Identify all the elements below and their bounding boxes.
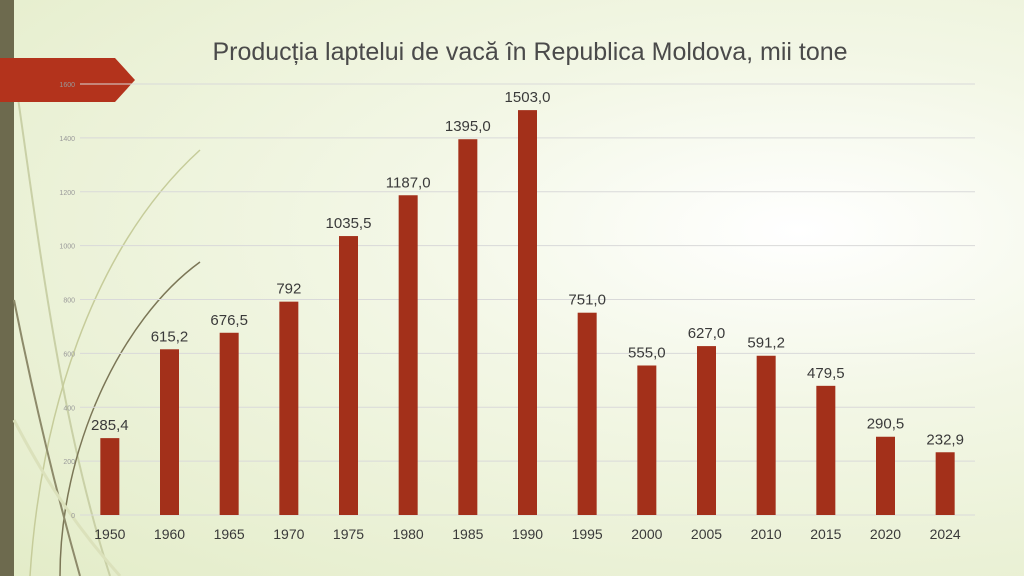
x-tick-label: 2015 [810, 526, 841, 542]
y-tick-label: 200 [63, 459, 75, 466]
bar [637, 365, 657, 515]
data-label: 232,9 [926, 431, 964, 448]
bar [339, 236, 358, 515]
y-tick-label: 1400 [59, 136, 75, 143]
y-tick-label: 1200 [59, 190, 75, 197]
data-label: 615,2 [151, 328, 189, 345]
x-tick-label: 2005 [691, 526, 722, 542]
bar [577, 312, 597, 515]
data-label: 792 [276, 281, 301, 298]
bar [219, 332, 239, 515]
y-tick-label: 400 [63, 405, 75, 412]
data-label: 555,0 [628, 344, 666, 361]
bar [697, 346, 716, 515]
x-tick-label: 1990 [512, 526, 543, 542]
data-label: 751,0 [568, 292, 606, 309]
bar [876, 436, 895, 515]
data-label: 479,5 [807, 365, 845, 382]
data-label: 1503,0 [505, 89, 551, 106]
data-label: 285,4 [91, 417, 129, 434]
x-tick-label: 1960 [154, 526, 185, 542]
data-label: 1035,5 [326, 215, 372, 232]
bar [458, 139, 478, 516]
x-tick-label: 2000 [631, 526, 662, 542]
bar [279, 301, 299, 515]
bar [756, 355, 776, 515]
y-tick-label: 1600 [59, 82, 75, 89]
x-tick-label: 1980 [393, 526, 424, 542]
x-tick-label: 1965 [214, 526, 245, 542]
slide-side-bar [0, 0, 14, 576]
data-label: 1187,0 [386, 174, 431, 191]
x-tick-label: 1985 [452, 526, 483, 542]
bar [518, 110, 537, 516]
x-tick-label: 2010 [751, 526, 782, 542]
data-label: 1395,0 [445, 118, 491, 135]
y-tick-label: 0 [71, 513, 75, 520]
x-tick-label: 2024 [930, 526, 961, 542]
bar [398, 195, 418, 515]
x-tick-label: 1995 [572, 526, 603, 542]
data-label: 591,2 [747, 335, 785, 352]
x-tick-label: 2020 [870, 526, 901, 542]
chart-title: Producția laptelui de vacă în Republica … [212, 38, 848, 66]
y-tick-label: 800 [63, 298, 75, 305]
bar [816, 385, 836, 515]
title-accent-arrow [0, 58, 135, 102]
x-tick-label: 1975 [333, 526, 364, 542]
y-tick-label: 1000 [59, 244, 75, 251]
bar [100, 438, 120, 515]
data-label: 676,5 [210, 312, 248, 329]
x-tick-label: 1970 [273, 526, 304, 542]
y-tick-label: 600 [63, 351, 75, 358]
x-tick-label: 1950 [94, 526, 125, 542]
data-label: 627,0 [688, 325, 726, 342]
data-label: 290,5 [867, 416, 905, 433]
bar [160, 349, 179, 515]
bar [935, 452, 955, 515]
